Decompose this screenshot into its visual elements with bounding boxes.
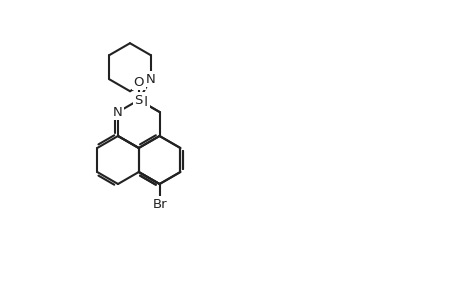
Text: Cl: Cl: [135, 95, 148, 109]
Text: N: N: [113, 106, 123, 118]
Text: S: S: [134, 94, 143, 106]
Text: O: O: [133, 76, 144, 88]
Text: N: N: [146, 73, 155, 86]
Text: Br: Br: [152, 197, 167, 211]
